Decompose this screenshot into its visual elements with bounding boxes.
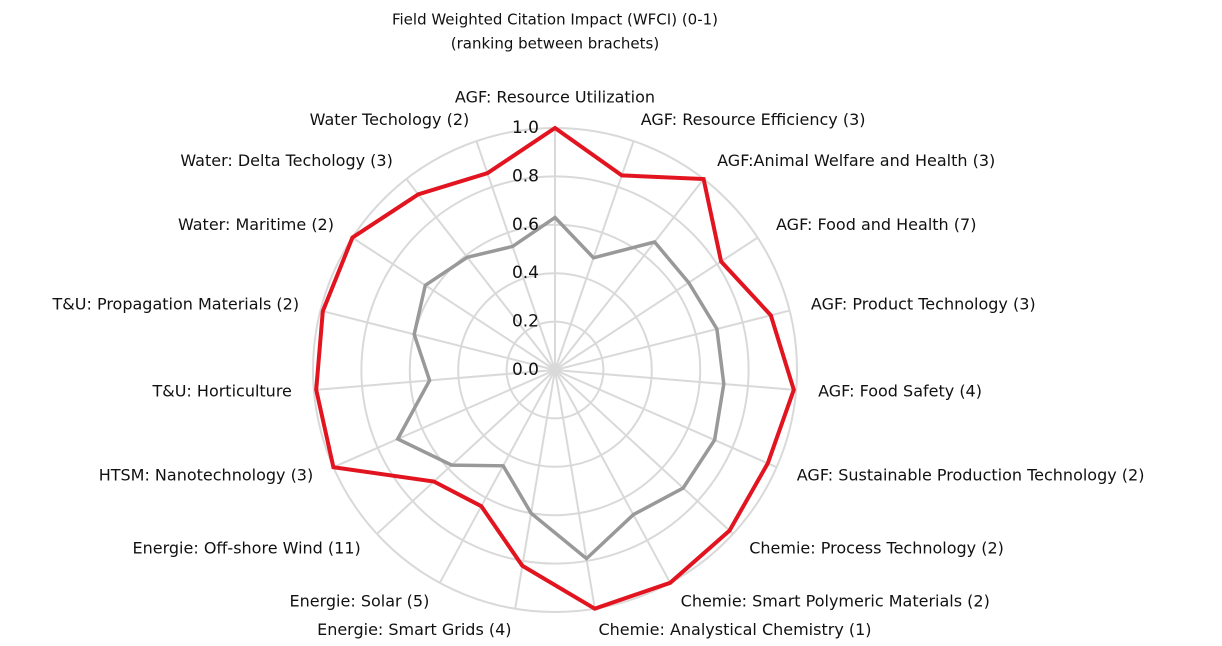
spoke xyxy=(313,369,556,391)
spoke xyxy=(332,369,556,469)
category-label: Energie: Smart Grids (4) xyxy=(317,620,511,639)
spoke xyxy=(554,140,635,371)
chart-subtitle: (ranking between brachets) xyxy=(451,35,659,53)
category-label: Chemie: Smart Polymeric Materials (2) xyxy=(681,592,990,611)
spoke xyxy=(554,369,778,469)
y-tick-label: 0.2 xyxy=(512,312,539,332)
y-tick-label: 0.6 xyxy=(512,215,539,235)
spoke xyxy=(554,369,596,609)
spoke xyxy=(554,369,672,584)
spoke xyxy=(554,369,734,535)
category-label: AGF: Resource Utilization xyxy=(455,88,655,107)
category-label: AGF: Product Technology (3) xyxy=(811,295,1036,314)
category-label: AGF:Animal Welfare and Health (3) xyxy=(717,151,995,170)
category-label: T&U: Propagation Materials (2) xyxy=(52,295,300,314)
category-label: AGF: Sustainable Production Technology (… xyxy=(797,466,1145,485)
category-label: Water: Maritime (2) xyxy=(178,215,334,234)
spoke xyxy=(438,369,556,584)
y-tick-label: 0.4 xyxy=(512,263,539,283)
y-tick-label: 0.0 xyxy=(512,360,539,380)
category-label: AGF: Resource Efficiency (3) xyxy=(641,110,866,129)
spoke xyxy=(405,178,556,371)
spoke xyxy=(320,309,556,371)
spoke xyxy=(554,178,705,371)
category-label: AGF: Food and Health (7) xyxy=(776,215,976,234)
category-label: Chemie: Analystical Chemistry (1) xyxy=(598,620,871,639)
series-line xyxy=(395,215,726,561)
category-label: Energie: Off-shore Wind (11) xyxy=(133,538,361,557)
category-label: HTSM: Nanotechnology (3) xyxy=(99,466,314,485)
category-label: Water Techology (2) xyxy=(310,110,470,129)
category-label: Water: Delta Techology (3) xyxy=(180,151,393,170)
spoke xyxy=(554,309,790,371)
category-label: Chemie: Process Technology (2) xyxy=(749,538,1004,557)
chart-title: Field Weighted Citation Impact (WFCI) (0… xyxy=(392,11,718,29)
spoke xyxy=(376,369,556,535)
category-label: T&U: Horticulture xyxy=(151,381,291,400)
spoke xyxy=(514,369,556,609)
spoke xyxy=(475,140,556,371)
spoke xyxy=(351,236,556,371)
category-label: Energie: Solar (5) xyxy=(290,592,430,611)
y-tick-label: 1.0 xyxy=(512,118,539,138)
spoke xyxy=(554,369,797,391)
series-line xyxy=(314,125,796,611)
y-tick-label: 0.8 xyxy=(512,166,539,186)
category-label: AGF: Food Safety (4) xyxy=(818,381,982,400)
spoke xyxy=(554,236,759,371)
